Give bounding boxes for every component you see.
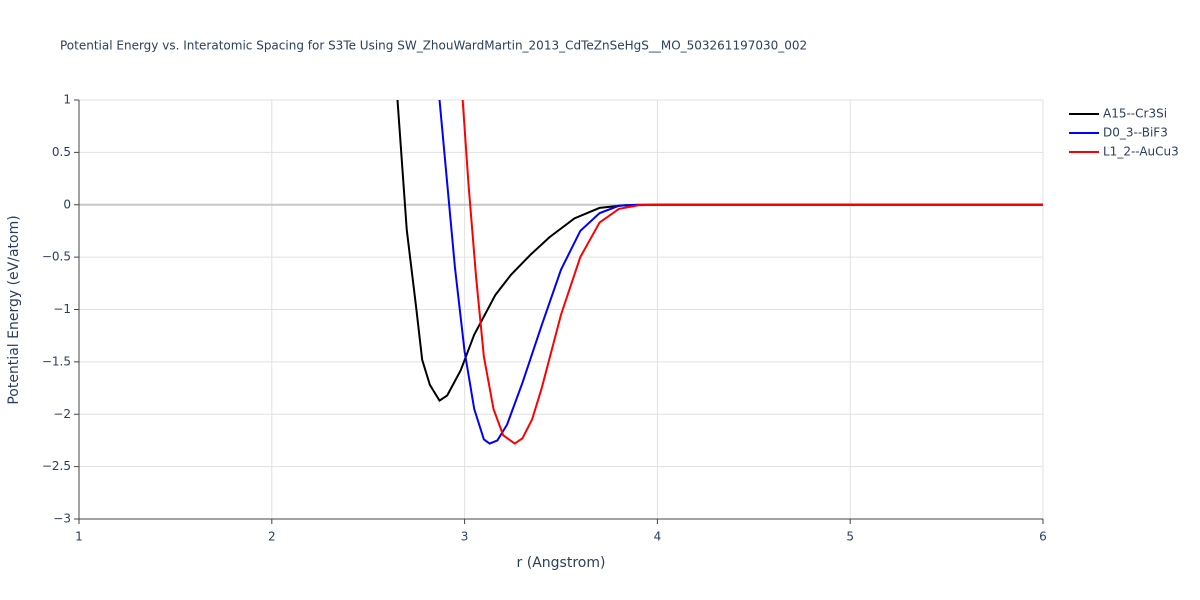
x-tick-label: 1 bbox=[75, 530, 83, 544]
y-tick-label: −1.5 bbox=[42, 354, 71, 368]
y-tick-label: −0.5 bbox=[42, 250, 71, 264]
x-tick-label: 5 bbox=[846, 530, 854, 544]
y-tick-label: −3 bbox=[53, 512, 71, 526]
x-axis-label: r (Angstrom) bbox=[517, 555, 606, 571]
series-line bbox=[396, 100, 1043, 403]
legend-label: D0_3--BiF3 bbox=[1103, 126, 1168, 140]
y-tick-label: 0 bbox=[63, 197, 71, 211]
y-tick-label: −2 bbox=[53, 407, 71, 421]
plot-area bbox=[396, 100, 1043, 445]
x-tick-label: 3 bbox=[461, 530, 469, 544]
chart-title: Potential Energy vs. Interatomic Spacing… bbox=[60, 39, 807, 53]
series-line bbox=[438, 100, 1043, 445]
y-axis-label: Potential Energy (eV/atom) bbox=[6, 215, 22, 404]
y-tick-label: 1 bbox=[63, 93, 71, 107]
y-tick-label: 0.5 bbox=[52, 145, 71, 159]
x-tick-label: 4 bbox=[654, 530, 662, 544]
x-tick-label: 6 bbox=[1039, 530, 1047, 544]
legend-label: A15--Cr3Si bbox=[1103, 107, 1167, 121]
y-tick-label: −1 bbox=[53, 302, 71, 316]
series-line bbox=[461, 100, 1043, 445]
legend-label: L1_2--AuCu3 bbox=[1103, 145, 1179, 159]
y-tick-label: −2.5 bbox=[42, 459, 71, 473]
x-tick-label: 2 bbox=[268, 530, 276, 544]
